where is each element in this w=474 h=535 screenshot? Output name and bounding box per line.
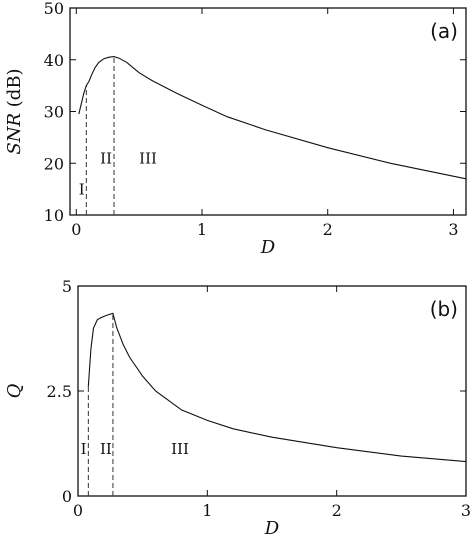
x-axis-title: D: [264, 518, 280, 535]
plot-frame: [69, 7, 467, 216]
x-tick-label: 2: [323, 220, 333, 239]
x-tick-label: 0: [71, 220, 81, 239]
x-axis-title: D: [260, 237, 276, 258]
y-axis-title-unit: (dB): [4, 68, 25, 113]
y-axis-title-symbol: Q: [4, 383, 25, 398]
region-label: III: [139, 149, 157, 167]
series-line: [87, 312, 467, 463]
y-tick-label: 30: [44, 103, 64, 122]
y-tick-label: 20: [44, 154, 64, 173]
x-tick-label: 3: [448, 220, 458, 239]
y-tick-label: 10: [44, 206, 64, 225]
region-label: I: [81, 440, 87, 458]
panel-label: (b): [430, 297, 458, 321]
region-label: II: [100, 440, 112, 458]
x-tick-label: 1: [197, 220, 207, 239]
y-axis-title: SNR (dB): [4, 68, 25, 154]
region-label: II: [100, 149, 112, 167]
y-tick-label: 0: [62, 487, 72, 506]
y-tick-label: 50: [44, 0, 64, 18]
y-axis-title: Q: [4, 383, 25, 398]
plot-frame: [77, 285, 467, 497]
x-tick-label: 0: [73, 501, 83, 520]
x-tick-label: 3: [461, 501, 471, 520]
y-axis-title-symbol: SNR: [4, 113, 25, 155]
y-tick-label: 40: [44, 51, 64, 70]
x-tick-label: 2: [332, 501, 342, 520]
x-tick-label: 1: [202, 501, 212, 520]
y-tick-label: 5: [62, 277, 72, 296]
region-label: III: [171, 440, 189, 458]
series-line: [78, 56, 467, 180]
y-tick-label: 2.5: [47, 382, 72, 401]
panel-label: (a): [430, 19, 458, 43]
region-label: I: [79, 180, 85, 198]
